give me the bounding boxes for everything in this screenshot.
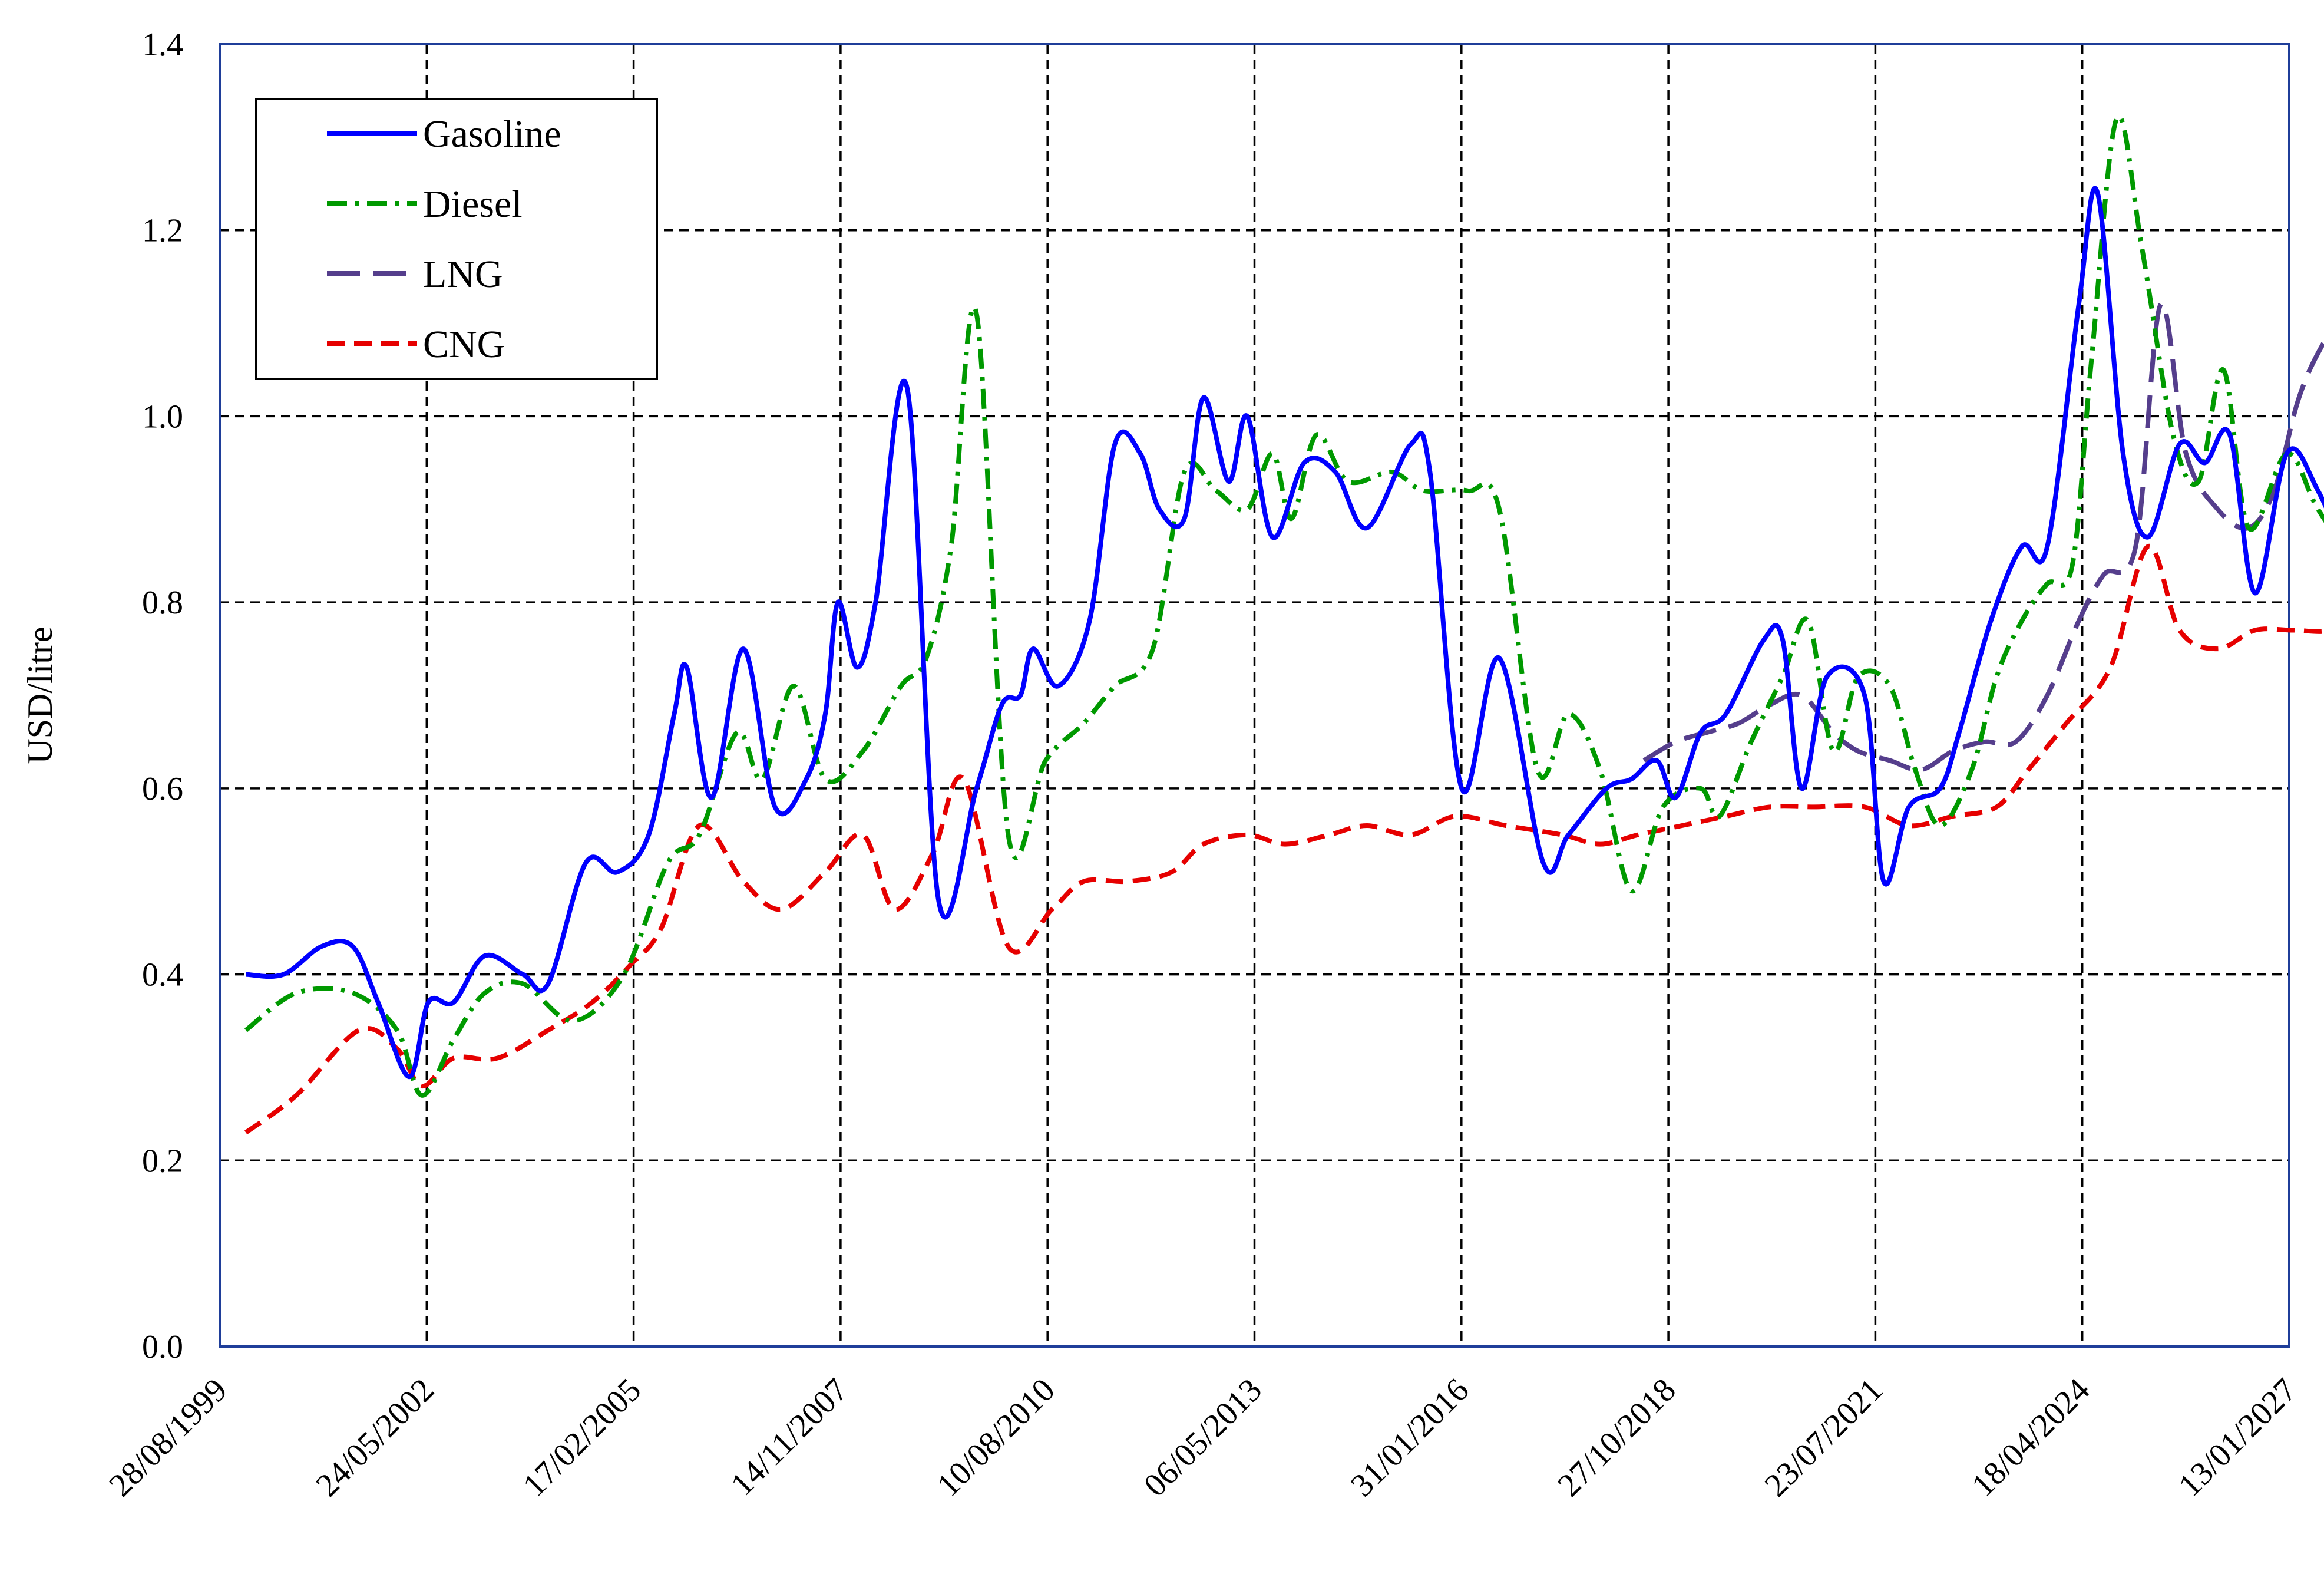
legend: Gasoline Diesel LNG CNG bbox=[255, 98, 658, 380]
y-tick-label: 0.4 bbox=[142, 957, 183, 994]
y-tick-label: 0.8 bbox=[142, 585, 183, 621]
gridlines bbox=[220, 44, 2289, 1347]
y-tick-label: 0.0 bbox=[142, 1329, 183, 1365]
legend-label-lng: LNG bbox=[423, 253, 503, 296]
series-lines bbox=[244, 114, 2324, 1135]
legend-label-gasoline: Gasoline bbox=[423, 113, 561, 156]
plot-area-border bbox=[219, 43, 2290, 1348]
y-tick-label: 0.6 bbox=[142, 771, 183, 807]
series-line-diesel bbox=[244, 114, 2324, 1098]
legend-box bbox=[255, 98, 658, 380]
y-axis-title: USD/litre bbox=[21, 626, 59, 764]
y-tick-label: 1.0 bbox=[142, 398, 183, 435]
series-line-cng bbox=[244, 544, 2324, 1135]
y-tick-labels: 0.0 0.2 0.4 0.6 0.8 1.0 1.2 1.4 bbox=[142, 27, 183, 1365]
legend-label-diesel: Diesel bbox=[423, 183, 523, 226]
series-line-gasoline bbox=[246, 186, 2324, 1080]
legend-label-cng: CNG bbox=[423, 323, 505, 366]
y-tick-label: 1.2 bbox=[142, 213, 183, 249]
y-tick-label: 1.4 bbox=[142, 27, 183, 63]
y-tick-label: 0.2 bbox=[142, 1143, 183, 1179]
